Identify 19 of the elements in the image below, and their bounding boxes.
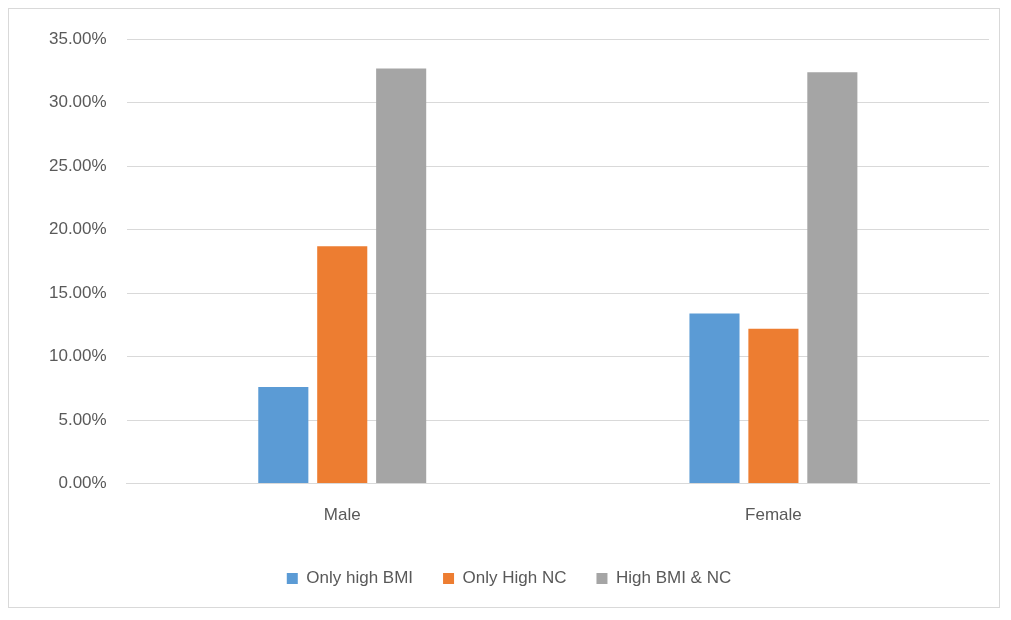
bar bbox=[376, 68, 427, 484]
y-tick-label: 35.00% bbox=[48, 28, 107, 48]
bar bbox=[689, 313, 740, 484]
y-tick-label: 25.00% bbox=[48, 155, 107, 175]
bar bbox=[258, 387, 309, 484]
x-tick-label: Male bbox=[323, 505, 361, 525]
y-tick-label: 0.00% bbox=[58, 473, 107, 493]
legend-label: High BMI & NC bbox=[615, 568, 732, 588]
y-tick-label: 30.00% bbox=[48, 92, 107, 112]
bar bbox=[748, 328, 799, 484]
y-tick-label: 20.00% bbox=[48, 219, 107, 239]
legend-label: Only High NC bbox=[462, 568, 567, 588]
bar bbox=[317, 246, 368, 484]
y-tick-label: 15.00% bbox=[48, 282, 107, 302]
x-tick-label: Female bbox=[745, 505, 802, 525]
y-tick-label: 5.00% bbox=[58, 409, 107, 429]
legend-label: Only high BMI bbox=[306, 568, 414, 588]
y-tick-label: 10.00% bbox=[48, 346, 107, 366]
bar bbox=[807, 72, 858, 484]
